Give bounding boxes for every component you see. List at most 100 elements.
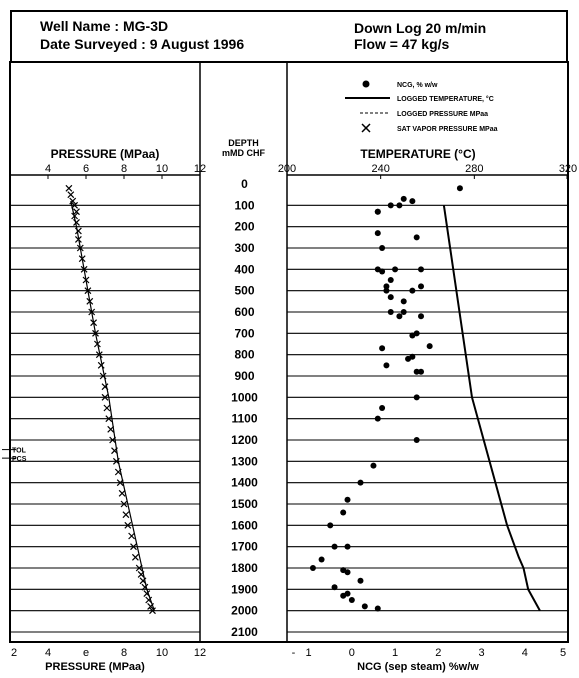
pressure-bottom-tick-label: 12 (194, 647, 206, 659)
ncg-point (361, 603, 368, 610)
x-stroke (76, 244, 84, 252)
depth-tick-label: 1100 (231, 412, 257, 426)
depth-tick-label: 600 (234, 305, 254, 319)
depth-tick-label: 1000 (231, 390, 258, 404)
ncg-point (383, 283, 390, 290)
depth-tick-label: 700 (234, 326, 254, 340)
x-stroke (86, 297, 94, 305)
sat-vapor-pressure-point (95, 351, 103, 359)
ncg-point (344, 569, 351, 576)
x-stroke (92, 329, 99, 337)
sat-vapor-pressure-point (80, 265, 88, 273)
x-stroke (114, 468, 122, 476)
chart-header: Well Name : MG-3D Date Surveyed : 9 Augu… (10, 10, 568, 62)
ncg-point (387, 309, 394, 315)
depth-marker-label: TOL (12, 448, 27, 455)
depth-tick-label: 400 (234, 262, 254, 276)
ncg-point (348, 597, 355, 603)
sat-vapor-pressure-point (82, 276, 90, 284)
ncg-point (405, 355, 412, 362)
pressure-bottom-tick-label: 10 (156, 647, 168, 659)
sat-vapor-pressure-point (137, 570, 145, 578)
sat-vapor-pressure-point (112, 457, 120, 465)
ncg-point (400, 298, 407, 305)
ncg-point (318, 556, 325, 563)
depth-tick-label: 500 (234, 284, 254, 298)
pressure-top-tick-label: 12 (194, 163, 206, 175)
x-stroke (130, 543, 137, 551)
sat-vapor-pressure-point (135, 564, 143, 572)
logged-temperature-line (442, 205, 541, 612)
x-stroke (361, 123, 371, 133)
ncg-point (409, 198, 416, 205)
x-stroke (74, 236, 82, 243)
ncg-point (413, 437, 420, 443)
ncg-point (387, 277, 394, 283)
sat-vapor-pressure-point (111, 447, 118, 455)
ncg-point (374, 415, 381, 422)
sat-vapor-pressure-point (147, 602, 155, 610)
sat-vapor-pressure-point (114, 468, 122, 476)
ncg-point (340, 592, 347, 599)
ncg-point (426, 343, 433, 350)
temperature-top-tick-label: 240 (371, 163, 389, 175)
pressure-top-tick-label: 10 (156, 163, 168, 175)
pressure-top-tick-label: 6 (83, 163, 89, 175)
sat-vapor-pressure-point (73, 208, 80, 216)
sat-vapor-pressure-point (101, 393, 109, 401)
depth-tick-label: 1400 (231, 476, 258, 490)
x-stroke (65, 184, 73, 192)
legend-label: LOGGED TEMPERATURE, °C (397, 95, 494, 103)
ncg-point (418, 368, 425, 375)
x-stroke (78, 255, 86, 263)
ncg-point (327, 522, 334, 529)
sat-vapor-pressure-point (128, 532, 136, 540)
x-stroke (118, 489, 126, 497)
depth-axis-labels: 0 100 200 300 400 500 600 700 800 900 1000 1100 1200… (231, 177, 258, 639)
ncg-point (413, 234, 420, 241)
ncg-bottom-tick-label: 3 (478, 647, 484, 659)
sat-vapor-pressure-point (145, 596, 153, 604)
x-stroke (141, 583, 149, 591)
pressure-bottom-tick-label: 2 (11, 647, 17, 659)
x-stroke (131, 553, 139, 561)
sat-vapor-pressure-point (86, 297, 94, 305)
ncg-bottom-tick-label: 4 (522, 647, 528, 659)
ncg-point (413, 394, 420, 401)
sat-vapor-pressure-point (92, 329, 99, 337)
depth-tick-label: 1800 (231, 561, 258, 575)
legend-label: NCG, % w/w (397, 82, 438, 89)
ncg-bottom-title: NCG (sep steam) %w/w (357, 661, 479, 673)
sat-vapor-pressure-point (120, 500, 128, 508)
x-stroke (120, 500, 128, 508)
ncg-point (309, 565, 316, 571)
x-stroke (112, 457, 120, 465)
pressure-bottom-title: PRESSURE (MPaa) (45, 661, 145, 673)
sat-vapor-pressure-point (105, 415, 113, 423)
sat-vapor-pressure-point (74, 227, 82, 235)
x-stroke (135, 564, 143, 572)
depth-tick-label: 1500 (231, 497, 258, 511)
ncg-point (418, 313, 425, 320)
x-stroke (71, 201, 79, 209)
ncg-point (418, 283, 425, 290)
ncg-point (383, 287, 390, 294)
x-stroke (122, 511, 130, 519)
depth-grid (10, 204, 568, 633)
x-stroke (128, 532, 136, 540)
sat-vapor-pressure-point (122, 511, 130, 519)
ncg-point (370, 462, 377, 469)
sat-vapor-pressure-point (65, 184, 73, 192)
depth-tick-label: 2100 (231, 625, 258, 639)
ncg-bottom-tick-label: 2 (435, 647, 441, 659)
sat-vapor-pressure-point (124, 521, 132, 529)
pressure-top-tick-label: 4 (45, 163, 51, 175)
pressure-top-title: PRESSURE (MPaa) (51, 147, 160, 161)
sat-vapor-pressure-point (74, 236, 82, 243)
chart-frame (9, 61, 569, 643)
ncg-point (379, 268, 386, 275)
x-stroke (99, 372, 107, 380)
ncg-bottom-tick-label: 1 (306, 647, 312, 659)
pressure-series (65, 184, 156, 615)
